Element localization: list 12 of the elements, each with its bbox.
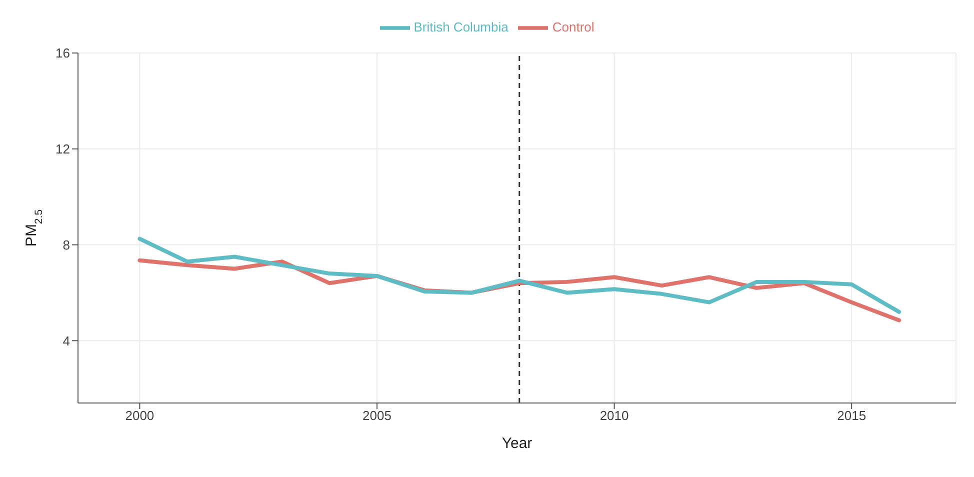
x-tick-label: 2010 [600, 408, 629, 424]
y-tick-label: 8 [62, 237, 70, 252]
legend-label: Control [552, 19, 594, 34]
y-tick-label: 4 [62, 333, 70, 348]
x-tick-label: 2015 [837, 408, 866, 424]
x-tick-label: 2000 [125, 408, 154, 424]
y-tick-label: 16 [56, 46, 70, 61]
x-axis-title: Year [502, 435, 532, 452]
line-series [138, 236, 902, 314]
y-tick-label: 12 [56, 142, 70, 157]
x-tick-label: 2005 [362, 408, 392, 424]
legend-label: British Columbia [414, 19, 508, 34]
